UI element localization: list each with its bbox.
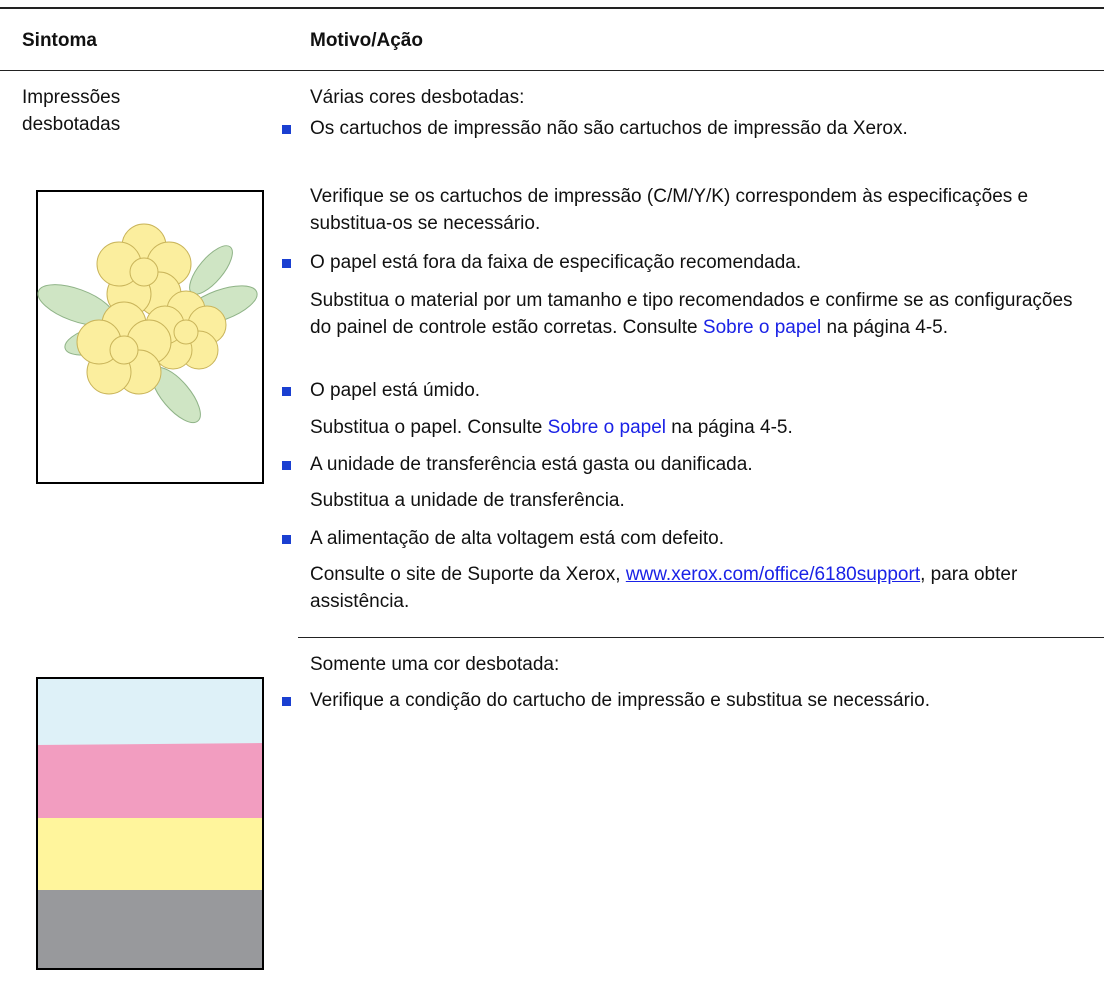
text: , para obter assistência. bbox=[310, 564, 1018, 612]
bullet bbox=[282, 697, 291, 706]
text: Substitua o papel. Consulte bbox=[310, 417, 548, 438]
item-action: Verifique se os cartuchos de impressão (… bbox=[310, 183, 1085, 237]
section-intro: Várias cores desbotadas: bbox=[310, 87, 525, 108]
symptom: Impressões desbotadas bbox=[22, 87, 121, 135]
item-action: Substitua o material por um tamanho e ti… bbox=[310, 287, 1085, 341]
item-text: Verifique a condição do cartucho de impr… bbox=[310, 690, 930, 711]
top-rule bbox=[0, 7, 1104, 9]
bullet bbox=[282, 259, 291, 268]
item-text: A alimentação de alta voltagem está com … bbox=[310, 528, 725, 549]
item-text: Os cartuchos de impressão não são cartuc… bbox=[310, 118, 908, 139]
header-symptom: Sintoma bbox=[22, 30, 97, 51]
bullet bbox=[282, 125, 291, 134]
section-intro: Somente uma cor desbotada: bbox=[310, 654, 560, 675]
item-text: O papel está fora da faixa de especifica… bbox=[310, 252, 802, 273]
bullet bbox=[282, 461, 291, 470]
illustration-bands bbox=[36, 677, 264, 970]
link[interactable]: Sobre o papel bbox=[702, 317, 822, 338]
header-rule bbox=[0, 70, 1104, 71]
link[interactable]: www.xerox.com/office/6180support bbox=[625, 564, 921, 585]
text: Substitua a unidade de transferência. bbox=[310, 490, 625, 511]
text: Verifique se os cartuchos de impressão (… bbox=[310, 186, 1029, 234]
text: Substitua o material por um tamanho e ti… bbox=[310, 290, 1073, 338]
item-text: O papel está úmido. bbox=[310, 380, 481, 401]
text: na página 4-5. bbox=[821, 317, 949, 338]
text: Consulte o site de Suporte da Xerox, bbox=[310, 564, 626, 585]
section-rule bbox=[298, 637, 1104, 638]
text: na página 4-5. bbox=[666, 417, 793, 438]
header-action: Motivo/Ação bbox=[310, 30, 423, 51]
bullet bbox=[282, 387, 291, 396]
item-action: Substitua a unidade de transferência. bbox=[310, 487, 1085, 514]
item-text: A unidade de transferência está gasta ou… bbox=[310, 454, 753, 475]
link[interactable]: Sobre o papel bbox=[547, 417, 666, 438]
bullet bbox=[282, 535, 291, 544]
illustration-flowers bbox=[36, 190, 264, 484]
item-action: Substitua o papel. Consulte Sobre o pape… bbox=[310, 414, 1085, 441]
item-action: Consulte o site de Suporte da Xerox, www… bbox=[310, 561, 1085, 615]
